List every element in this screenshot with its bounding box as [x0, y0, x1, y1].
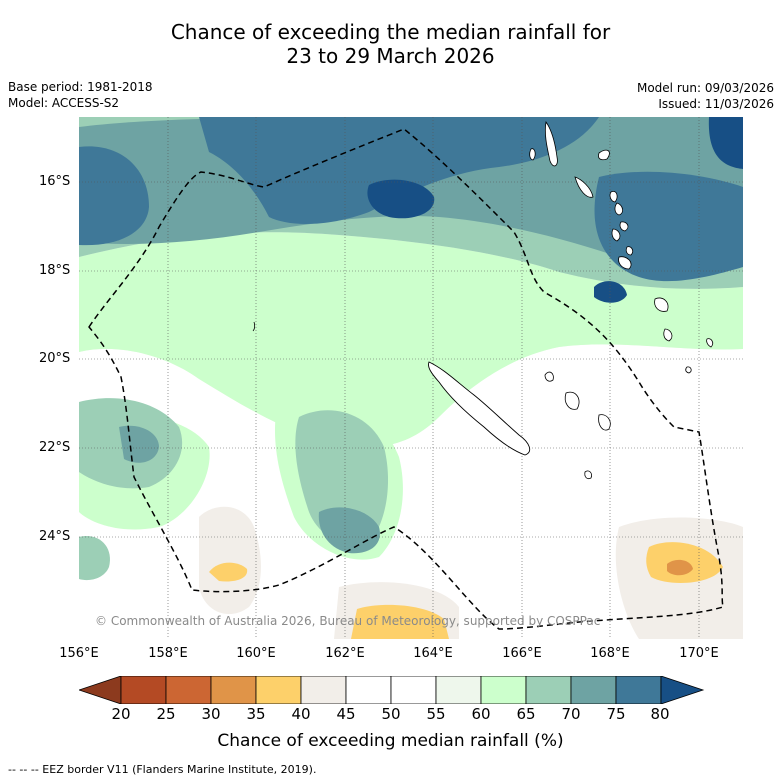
- lat-label-18s: 18°S: [39, 263, 71, 278]
- lon-label-162e: 162°E: [325, 646, 365, 661]
- cb-tick-75: 75: [606, 705, 626, 723]
- lat-label-22s: 22°S: [39, 440, 71, 455]
- meta-right: Model run: 09/03/2026 Issued: 11/03/2026: [637, 80, 774, 112]
- cb-tick-35: 35: [246, 705, 266, 723]
- forecast-map: © Commonwealth of Australia 2026, Bureau…: [79, 117, 743, 639]
- field-darkblue-3: [594, 281, 627, 303]
- cb-tick-20: 20: [111, 705, 131, 723]
- colorbar-extend-high: [660, 676, 705, 704]
- cb-tick-55: 55: [426, 705, 446, 723]
- colorbar-cell-c35_40: [255, 676, 302, 704]
- colorbar-cell-c55_60: [435, 676, 482, 704]
- chesterfield-reef: [252, 321, 256, 332]
- new-caledonia-island: [428, 361, 531, 456]
- cb-tick-60: 60: [471, 705, 491, 723]
- colorbar-extend-low: [79, 676, 122, 704]
- colorbar-cell-c20_25: [120, 676, 167, 704]
- eez-border: [88, 128, 724, 630]
- chart-title: Chance of exceeding the median rainfall …: [0, 20, 781, 68]
- model-name: Model: ACCESS-S2: [8, 96, 120, 110]
- meta-left: Base period: 1981-2018 Model: ACCESS-S2: [8, 79, 153, 111]
- colorbar-cell-c70_75: [570, 676, 617, 704]
- colorbar-cell-c75_80: [615, 676, 662, 704]
- cb-tick-80: 80: [650, 705, 670, 723]
- lon-label-156e: 156°E: [59, 646, 99, 661]
- lon-label-158e: 158°E: [148, 646, 188, 661]
- colorbar-cell-c45_50: [345, 676, 392, 704]
- field-green-sw: [79, 536, 110, 581]
- title-line-1: Chance of exceeding the median rainfall …: [170, 20, 611, 44]
- loyalty-island-3: [598, 414, 611, 431]
- colorbar: [79, 676, 705, 704]
- issued-date: Issued: 11/03/2026: [658, 97, 774, 111]
- colorbar-label: Chance of exceeding median rainfall (%): [217, 731, 564, 751]
- eez-legend: -- -- -- EEZ border V11 (Flanders Marine…: [8, 763, 317, 776]
- loyalty-island-1: [544, 371, 554, 382]
- lat-label-16s: 16°S: [39, 174, 71, 189]
- field-lightgreen: [79, 232, 743, 448]
- field-darkblue-1: [367, 179, 435, 219]
- base-period: Base period: 1981-2018: [8, 80, 153, 94]
- colorbar-cell-c30_35: [210, 676, 257, 704]
- model-run: Model run: 09/03/2026: [636, 81, 774, 95]
- field-darkblue-2: [708, 117, 743, 169]
- field-blue-w: [79, 146, 149, 246]
- map-canvas: [79, 117, 743, 639]
- field-yellow-3: [351, 604, 449, 639]
- cb-tick-70: 70: [561, 705, 581, 723]
- field-yellow-1: [209, 562, 248, 582]
- eastern-islet-2: [685, 366, 692, 374]
- cb-tick-45: 45: [336, 705, 356, 723]
- lon-label-170e: 170°E: [679, 646, 719, 661]
- title-line-2: 23 to 29 March 2026: [286, 44, 495, 68]
- cb-tick-40: 40: [291, 705, 311, 723]
- lon-label-166e: 166°E: [502, 646, 542, 661]
- cb-tick-65: 65: [516, 705, 536, 723]
- cb-tick-25: 25: [156, 705, 176, 723]
- eastern-islet-3: [706, 338, 714, 348]
- loyalty-island-2: [564, 391, 580, 410]
- lat-label-24s: 24°S: [39, 529, 71, 544]
- field-orange: [667, 559, 693, 576]
- field-blue: [199, 117, 599, 224]
- colorbar-cell-c25_30: [165, 676, 212, 704]
- eastern-islet-1: [663, 328, 673, 342]
- colorbar-cell-c65_70: [525, 676, 572, 704]
- ile-des-pins: [584, 470, 592, 480]
- lon-label-164e: 164°E: [413, 646, 453, 661]
- vanuatu-islands: [529, 120, 669, 312]
- colorbar-cell-c60_65: [480, 676, 527, 704]
- colorbar-cell-c50_55: [390, 676, 437, 704]
- cb-tick-30: 30: [201, 705, 221, 723]
- field-green-s: [295, 410, 389, 544]
- field-teal-w: [119, 425, 159, 463]
- lat-label-20s: 20°S: [39, 351, 71, 366]
- copyright-text: © Commonwealth of Australia 2026, Bureau…: [95, 614, 601, 628]
- lon-label-168e: 168°E: [590, 646, 630, 661]
- colorbar-cell-c40_45: [300, 676, 347, 704]
- lon-label-160e: 160°E: [236, 646, 276, 661]
- field-beige-sw: [199, 506, 261, 615]
- cb-tick-50: 50: [381, 705, 401, 723]
